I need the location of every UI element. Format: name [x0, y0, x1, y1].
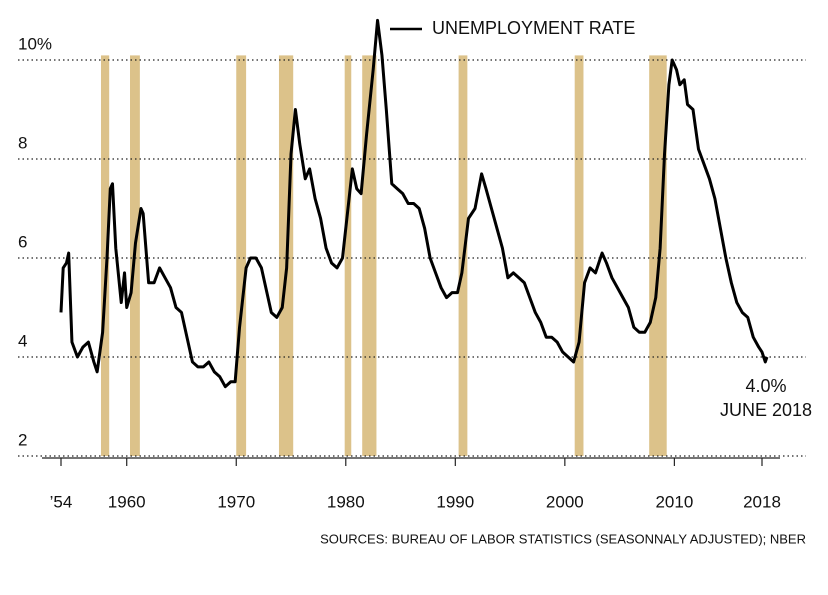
x-tick-label: 2010: [655, 492, 693, 511]
recession-band: [344, 55, 352, 457]
plot-area: 2 4 6 8 10% ’54 1960 1970 1980 1990 2000 2010 2018: [18, 18, 806, 511]
x-tick-label: 1980: [327, 492, 365, 511]
recession-band: [100, 55, 110, 457]
x-tick-label: 1990: [436, 492, 474, 511]
source-note: SOURCES: BUREAU OF LABOR STATISTICS (SEA…: [320, 531, 806, 546]
y-tick-label: 4: [18, 331, 27, 350]
data-line: [59, 18, 769, 389]
y-tick-label: 8: [18, 133, 27, 152]
x-tick-label: 1970: [217, 492, 255, 511]
x-tick-label: 2000: [546, 492, 584, 511]
recession-band: [574, 55, 584, 457]
recession-band: [236, 55, 247, 457]
y-tick-label: 2: [18, 430, 27, 449]
annotation: 4.0%: [745, 376, 786, 396]
annotation: JUNE 2018: [720, 400, 812, 420]
x-tick-label: 1960: [108, 492, 146, 511]
legend-label: UNEMPLOYMENT RATE: [432, 18, 635, 38]
x-tick-label: ’54: [50, 492, 73, 511]
y-tick-label: 10%: [18, 34, 52, 53]
x-tick-label: 2018: [743, 492, 781, 511]
recession-band: [649, 55, 667, 457]
y-tick-label: 6: [18, 232, 27, 251]
